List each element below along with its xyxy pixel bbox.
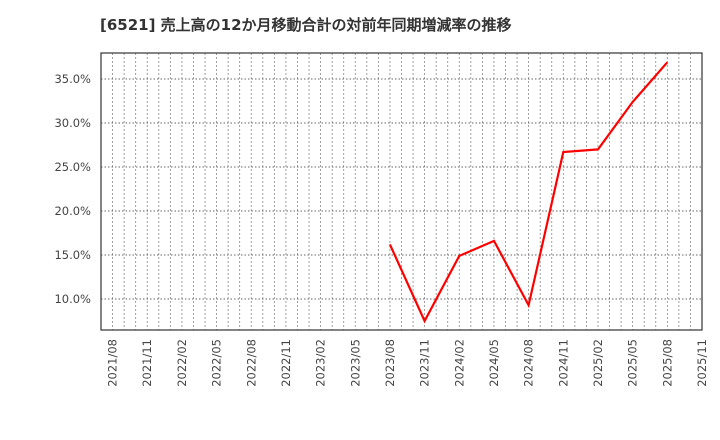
horizontal-gridlines: [101, 78, 702, 300]
x-tick-label: 2025/05: [626, 339, 640, 387]
x-tick-label: 2025/11: [695, 339, 709, 387]
y-tick-label: 30.0%: [54, 116, 91, 130]
x-tick-label: 2021/11: [140, 339, 154, 387]
plot-frame: [100, 52, 703, 331]
y-axis-tick-labels: 10.0% 15.0% 20.0% 25.0% 30.0% 35.0%: [54, 72, 91, 306]
x-tick-label: 2022/02: [175, 339, 189, 387]
chart-title: [6521] 売上高の12か月移動合計の対前年同期増減率の推移: [100, 16, 512, 34]
y-tick-label: 10.0%: [54, 292, 91, 306]
x-tick-label: 2023/02: [314, 339, 328, 387]
x-tick-label: 2022/11: [279, 339, 293, 387]
x-tick-label: 2022/05: [210, 339, 224, 387]
x-tick-label: 2021/08: [106, 339, 120, 387]
x-tick-label: 2025/02: [591, 339, 605, 387]
x-tick-label: 2024/11: [556, 339, 570, 387]
x-tick-label: 2024/08: [522, 339, 536, 387]
y-tick-label: 15.0%: [54, 248, 91, 262]
x-tick-label: 2023/08: [383, 339, 397, 387]
y-tick-label: 25.0%: [54, 160, 91, 174]
x-tick-label: 2024/05: [487, 339, 501, 387]
x-tick-label: 2025/08: [660, 339, 674, 387]
x-tick-label: 2022/08: [244, 339, 258, 387]
y-tick-label: 35.0%: [54, 72, 91, 86]
x-tick-label: 2023/05: [348, 339, 362, 387]
x-axis-tick-labels: 2021/08 2021/11 2022/02 2022/05 2022/08 2022/…: [106, 339, 709, 387]
y-tick-label: 20.0%: [54, 204, 91, 218]
vertical-gridlines: [112, 53, 691, 330]
x-tick-label: 2024/02: [452, 339, 466, 387]
series-line: [388, 61, 669, 324]
x-tick-label: 2023/11: [418, 339, 432, 387]
